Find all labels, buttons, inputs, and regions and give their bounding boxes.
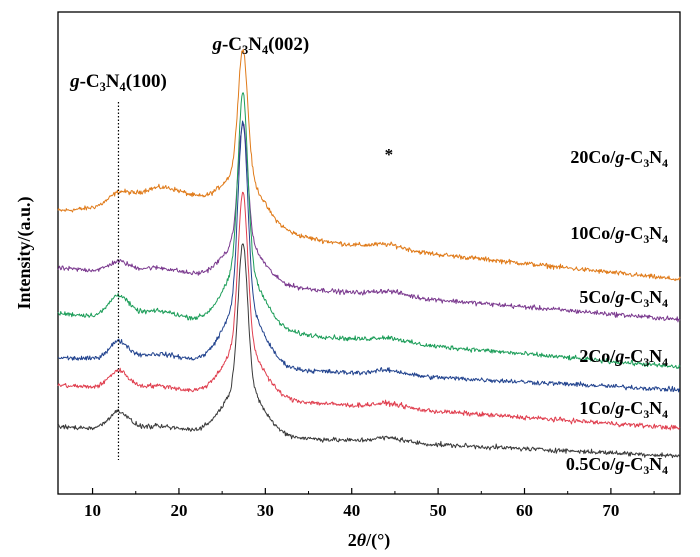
series-line-5 (57, 243, 681, 459)
x-tick-label-5: 60 (516, 501, 533, 520)
series-label-2: 5Co/g-C3N4 (579, 287, 668, 310)
plot-frame (57, 11, 681, 495)
annotations: g-C3N4(100) g-C3N4(002) * (69, 34, 393, 460)
x-tick-label-0: 10 (84, 501, 101, 520)
series-label-1: 10Co/g-C3N4 (570, 223, 668, 246)
series-line-3 (57, 120, 681, 393)
x-tick-label-4: 50 (430, 501, 447, 520)
series-labels: 20Co/g-C3N4 10Co/g-C3N4 5Co/g-C3N4 2Co/g-C3… (566, 147, 668, 477)
x-tick-label-3: 40 (343, 501, 360, 520)
series-label-4: 1Co/g-C3N4 (579, 398, 668, 421)
x-axis-title: 2θ/(°) (348, 530, 391, 551)
series-label-3: 2Co/g-C3N4 (579, 346, 668, 369)
series-label-5: 0.5Co/g-C3N4 (566, 454, 668, 477)
series-lines (57, 48, 681, 459)
series-line-0 (57, 48, 681, 282)
series-label-0: 20Co/g-C3N4 (570, 147, 668, 170)
x-tick-label-2: 30 (257, 501, 274, 520)
axes: 10 20 30 40 50 60 70 2θ/(°) Intensity/(a.u.) (14, 196, 655, 551)
x-tick-label-1: 20 (170, 501, 187, 520)
annotation-002: g-C3N4(002) (211, 34, 309, 57)
y-axis-title: Intensity/(a.u.) (14, 196, 35, 309)
series-line-1 (57, 123, 681, 323)
series-line-2 (57, 92, 681, 369)
series-line-4 (57, 191, 681, 431)
x-tick-label-6: 70 (602, 501, 619, 520)
annotation-star: * (385, 145, 394, 164)
annotation-100: g-C3N4(100) (69, 71, 167, 94)
plot-area (57, 11, 681, 495)
